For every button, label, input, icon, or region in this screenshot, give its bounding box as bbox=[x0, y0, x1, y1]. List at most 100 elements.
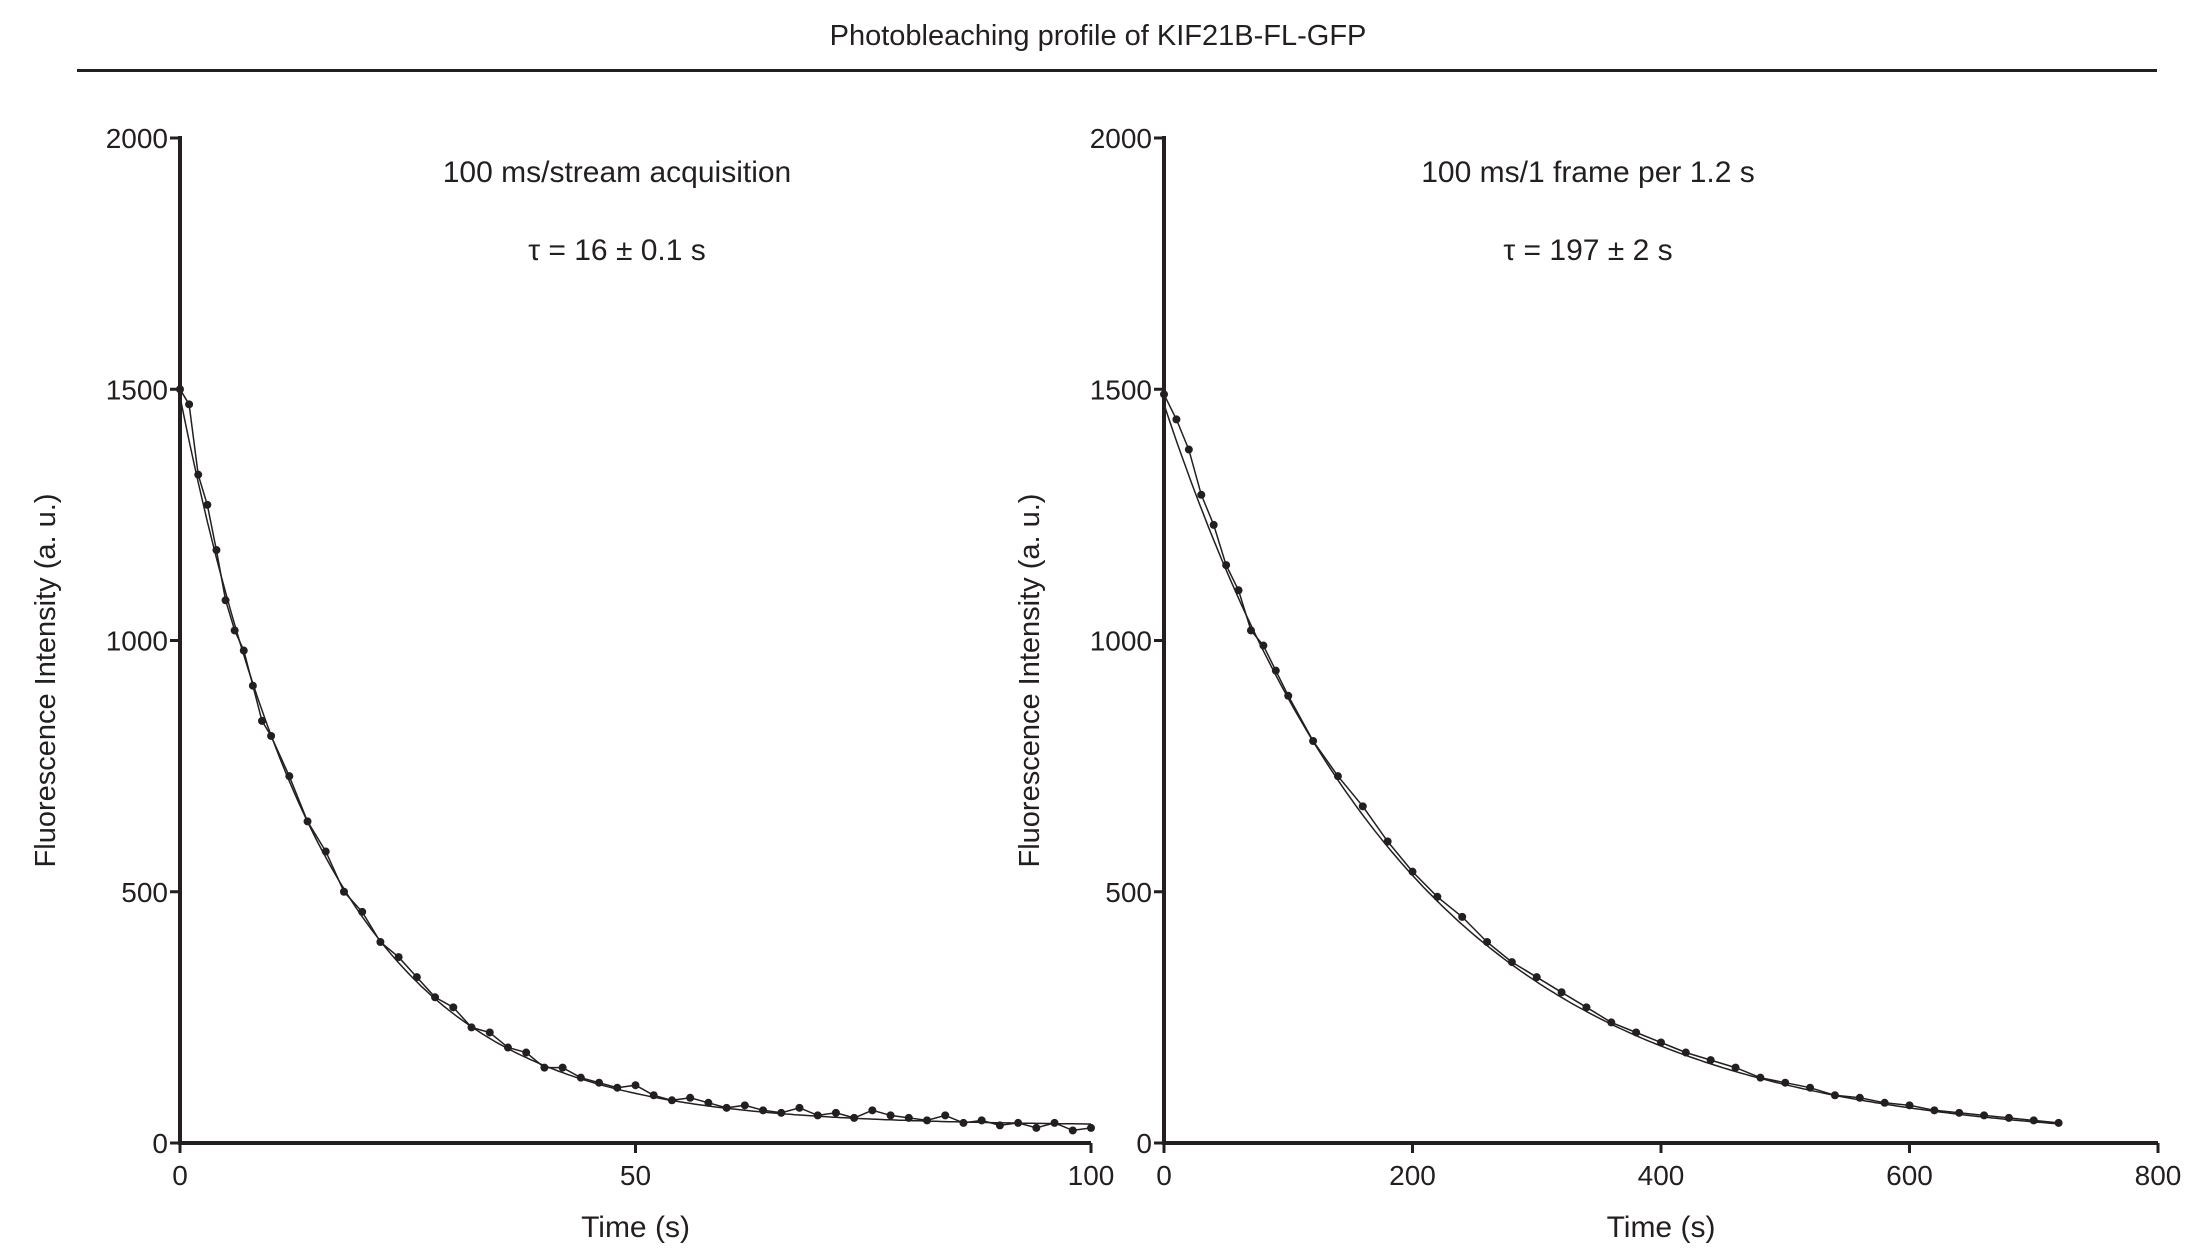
data-point bbox=[904, 1113, 913, 1122]
data-point bbox=[795, 1103, 804, 1112]
data-point bbox=[431, 993, 440, 1002]
data-point bbox=[503, 1043, 512, 1052]
data-point bbox=[1222, 561, 1231, 570]
data-point bbox=[1483, 938, 1492, 946]
y-tick-label: 500 bbox=[121, 877, 168, 908]
y-tick-label: 1000 bbox=[106, 626, 168, 657]
data-point bbox=[1458, 912, 1467, 921]
data-point bbox=[1632, 1028, 1641, 1037]
data-point bbox=[722, 1103, 731, 1112]
data-point bbox=[1172, 415, 1181, 424]
data-point bbox=[1184, 445, 1193, 454]
data-point bbox=[850, 1113, 859, 1122]
data-point bbox=[1209, 520, 1218, 529]
data-point bbox=[1582, 1003, 1591, 1012]
data-point bbox=[558, 1063, 567, 1072]
data-point bbox=[868, 1106, 877, 1115]
data-point bbox=[1557, 988, 1566, 997]
data-point bbox=[212, 546, 221, 555]
fit-curve bbox=[179, 396, 1091, 1125]
data-point bbox=[1032, 1123, 1041, 1132]
x-tick-label: 200 bbox=[1389, 1160, 1436, 1191]
data-point bbox=[1087, 1123, 1095, 1132]
x-tick-label: 0 bbox=[1156, 1160, 1172, 1191]
data-point bbox=[321, 847, 330, 856]
x-tick-label: 800 bbox=[2135, 1160, 2182, 1191]
annotation-condition: 100 ms/1 frame per 1.2 s bbox=[1421, 156, 1755, 189]
data-point bbox=[1246, 626, 1255, 635]
data-point bbox=[576, 1073, 585, 1082]
data-point bbox=[1408, 867, 1417, 876]
data-point bbox=[1358, 802, 1367, 811]
fit-curve bbox=[1163, 404, 2059, 1125]
data-point bbox=[1259, 641, 1268, 650]
x-tick-label: 600 bbox=[1886, 1160, 1933, 1191]
data-line bbox=[1163, 393, 2059, 1124]
data-point bbox=[285, 772, 294, 781]
y-tick-label: 2000 bbox=[106, 123, 168, 154]
data-point bbox=[1333, 772, 1342, 781]
data-point bbox=[1657, 1038, 1665, 1047]
data-point bbox=[1905, 1101, 1914, 1110]
data-point bbox=[358, 907, 367, 916]
data-point bbox=[941, 1111, 950, 1120]
data-point bbox=[257, 716, 266, 725]
data-point bbox=[1309, 737, 1318, 745]
data-point bbox=[1781, 1078, 1790, 1087]
data-point bbox=[631, 1081, 640, 1090]
y-tick-label: 0 bbox=[152, 1128, 168, 1159]
data-point bbox=[1271, 666, 1280, 675]
x-axis-label: Time (s) bbox=[581, 1211, 690, 1244]
data-point bbox=[2054, 1118, 2063, 1127]
y-tick-label: 1500 bbox=[1090, 374, 1152, 405]
data-point bbox=[394, 953, 403, 962]
data-point bbox=[813, 1111, 822, 1120]
data-point bbox=[1068, 1126, 1077, 1135]
chart-1: 0 500 1000 1500 2000 0 50 100 Time (s) Fluorescen… bbox=[30, 123, 1114, 1244]
y-tick-label: 500 bbox=[1105, 877, 1152, 908]
data-point bbox=[267, 731, 276, 740]
data-point bbox=[1930, 1106, 1939, 1115]
data-point bbox=[759, 1106, 768, 1115]
data-point bbox=[303, 817, 312, 826]
annotation-tau: τ = 197 ± 2 s bbox=[1503, 234, 1672, 267]
figure-title: Photobleaching profile of KIF21B-FL-GFP bbox=[829, 20, 1367, 52]
data-point bbox=[686, 1093, 695, 1102]
data-point bbox=[1731, 1063, 1740, 1072]
x-tick-label: 400 bbox=[1638, 1160, 1685, 1191]
data-point bbox=[2029, 1116, 2038, 1125]
data-point bbox=[1284, 691, 1293, 700]
chart-2: 0 500 1000 1500 2000 0 200 400 600 800 Time (s) Flu… bbox=[1014, 123, 2181, 1244]
data-point bbox=[740, 1101, 749, 1110]
data-point bbox=[1383, 837, 1392, 846]
data-point bbox=[1197, 490, 1206, 499]
title-rule bbox=[77, 69, 2157, 72]
data-point bbox=[1681, 1048, 1690, 1057]
data-point bbox=[613, 1083, 622, 1092]
data-point bbox=[777, 1108, 786, 1117]
data-point bbox=[221, 596, 230, 605]
data-point bbox=[1607, 1018, 1616, 1027]
data-point bbox=[1507, 958, 1516, 967]
data-point bbox=[248, 681, 257, 690]
data-point bbox=[2004, 1113, 2013, 1122]
data-point bbox=[412, 973, 421, 982]
x-tick-label: 100 bbox=[1068, 1160, 1115, 1191]
data-point bbox=[1880, 1098, 1889, 1107]
data-point bbox=[1756, 1073, 1765, 1082]
data-point bbox=[959, 1118, 968, 1127]
data-point bbox=[522, 1048, 531, 1057]
data-point bbox=[1980, 1111, 1989, 1120]
data-point bbox=[977, 1116, 986, 1125]
data-point bbox=[185, 400, 194, 409]
data-point bbox=[1532, 973, 1541, 982]
data-point bbox=[1050, 1118, 1059, 1127]
data-point bbox=[667, 1096, 676, 1105]
data-point bbox=[1433, 892, 1442, 901]
data-line bbox=[179, 388, 1092, 1132]
data-point bbox=[1234, 586, 1243, 595]
y-axis-label: Fluorescence Intensity (a. u.) bbox=[1014, 494, 1046, 868]
data-point bbox=[1955, 1108, 1964, 1117]
data-point bbox=[230, 626, 239, 635]
